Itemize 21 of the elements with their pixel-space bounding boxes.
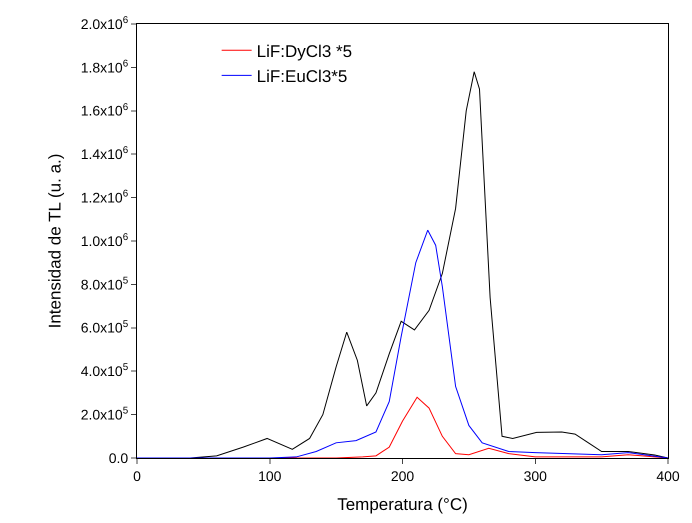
legend-label: LiF:EuCl3*5 [256,66,348,86]
y-tick-label: 6.0x10$^{5}$ [80,318,129,336]
x-tick-label: 300 [524,468,548,484]
y-tick-label: 1.0x10$^{6}$ [80,232,129,249]
x-tick-label: 200 [390,468,414,484]
x-tick-label: 400 [656,468,680,484]
y-tick-label: 2.0x10$^{5}$ [80,406,129,422]
line-series [137,230,668,458]
legend-label: LiF:DyCl3 *5 [256,42,352,61]
y-tick-label: 8.0x10$^{5}$ [80,275,129,292]
y-axis-title: Intensidad de TL (u. a.) [45,154,64,328]
y-tick-label: 0.0 [108,450,128,466]
y-tick-label: 1.4x10$^{6}$ [80,145,129,162]
y-tick-label: 1.2x10$^{6}$ [80,188,129,206]
y-tick-label: 1.6x10$^{6}$ [80,102,129,119]
y-tick-label: 2.0x10$^{6}$ [80,15,129,32]
y-tick-label: 1.8x10$^{6}$ [80,58,129,76]
x-axis-title: Temperatura (°C) [337,495,468,514]
x-tick-label: 100 [258,468,282,484]
y-tick-label: 4.0x10$^{5}$ [80,362,129,380]
x-tick-label: 0 [133,468,142,484]
